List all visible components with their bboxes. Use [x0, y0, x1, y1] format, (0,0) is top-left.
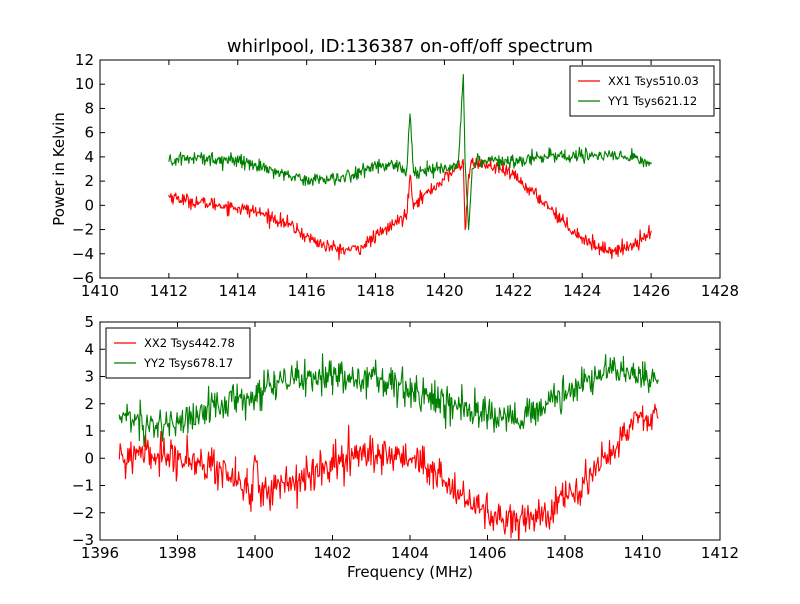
x-tick-label: 1422: [494, 282, 532, 300]
series-line-yy1-tsys621-12: [168, 73, 652, 231]
y-tick-label: −4: [72, 245, 94, 263]
legend-box: [569, 65, 715, 117]
y-tick-label: −2: [72, 504, 94, 522]
x-tick-label: 1400: [236, 544, 274, 562]
y-tick-label: −6: [72, 269, 94, 287]
y-tick-label: −3: [72, 531, 94, 549]
chart-title: whirlpool, ID:136387 on-off/off spectrum: [227, 36, 593, 57]
legend-label: XX2 Tsys442.78: [144, 336, 235, 350]
y-tick-label: 8: [84, 99, 94, 117]
top-plot: 1410 1412 1414 1416 1418 1420 1422 1424 1426 1428…: [50, 36, 739, 300]
x-tick-label: 1414: [219, 282, 257, 300]
x-tick-label: 1408: [546, 544, 584, 562]
x-tick-label: 1404: [391, 544, 429, 562]
y-tick-label: 4: [84, 340, 94, 358]
series-group: [168, 73, 652, 261]
y-tick-label: 0: [84, 449, 94, 467]
y-tick-label: 6: [84, 124, 94, 142]
y-axis-label: Power in Kelvin: [50, 112, 68, 226]
x-tick-label: 1410: [623, 544, 661, 562]
x-tick-label: 1428: [701, 282, 739, 300]
y-tick-label: 0: [84, 196, 94, 214]
series-line-yy2-tsys678-17: [118, 353, 659, 447]
y-tick-label: 4: [84, 148, 94, 166]
x-tick-label: 1426: [632, 282, 670, 300]
axes-frame: [99, 59, 721, 279]
y-tick-label: 2: [84, 172, 94, 190]
y-tick-label: 10: [75, 75, 94, 93]
x-tick-label: 1406: [468, 544, 506, 562]
legend-label: YY2 Tsys678.17: [143, 356, 233, 370]
y-tick-label: 3: [84, 368, 94, 386]
legend-box: [105, 327, 251, 379]
series-line-xx1-tsys510-03: [168, 157, 652, 261]
series-line-xx2-tsys442-78: [118, 403, 659, 540]
x-tick-label: 1416: [288, 282, 326, 300]
legend-label: XX1 Tsys510.03: [608, 74, 699, 88]
legend-label: YY1 Tsys621.12: [607, 94, 697, 108]
x-tick-label: 1410: [81, 282, 119, 300]
x-tick-label: 1412: [701, 544, 739, 562]
y-tick-label: −2: [72, 221, 94, 239]
bottom-plot: 1396 1398 1400 1402 1404 1406 1408 1410 1412−3−2…: [72, 313, 739, 581]
y-tick-label: 1: [84, 422, 94, 440]
y-tick-label: 12: [75, 51, 94, 69]
series-group: [118, 353, 659, 540]
x-tick-label: 1398: [158, 544, 196, 562]
x-tick-label: 1402: [313, 544, 351, 562]
x-tick-label: 1396: [81, 544, 119, 562]
x-tick-label: 1418: [356, 282, 394, 300]
x-tick-label: 1424: [563, 282, 601, 300]
x-tick-label: 1412: [150, 282, 188, 300]
legend: XX1 Tsys510.03 YY1 Tsys621.12: [569, 65, 715, 117]
x-tick-label: 1420: [425, 282, 463, 300]
x-axis-label: Frequency (MHz): [347, 563, 473, 581]
y-tick-label: −1: [72, 477, 94, 495]
legend: XX2 Tsys442.78 YY2 Tsys678.17: [105, 327, 251, 379]
y-tick-label: 2: [84, 395, 94, 413]
y-tick-label: 5: [84, 313, 94, 331]
